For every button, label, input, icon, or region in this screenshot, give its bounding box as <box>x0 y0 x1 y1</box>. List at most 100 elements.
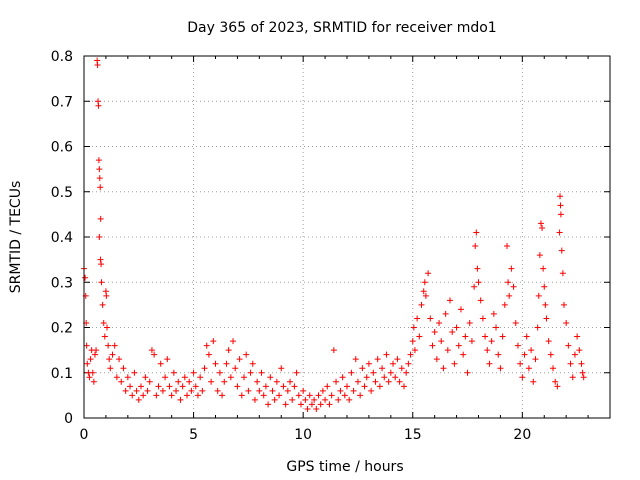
chart-title: Day 365 of 2023, SRMTID for receiver mdo… <box>187 20 496 36</box>
data-point <box>559 270 566 277</box>
data-point <box>363 374 370 381</box>
data-point <box>265 401 272 408</box>
data-point <box>394 356 401 363</box>
data-point <box>576 347 583 354</box>
data-point <box>444 347 451 354</box>
data-point <box>379 365 386 372</box>
data-point <box>374 356 381 363</box>
data-point <box>287 378 294 385</box>
data-point <box>144 387 151 394</box>
data-point <box>560 301 567 308</box>
data-point <box>505 279 512 286</box>
data-point <box>238 392 245 399</box>
data-point <box>449 329 456 336</box>
data-point <box>184 392 191 399</box>
data-point <box>361 383 368 390</box>
data-point <box>94 62 101 69</box>
data-point <box>221 378 228 385</box>
data-point <box>422 292 429 299</box>
data-point <box>113 374 120 381</box>
data-point <box>247 369 254 376</box>
data-point <box>541 283 548 290</box>
data-point <box>284 387 291 394</box>
data-point <box>151 351 158 358</box>
data-point <box>98 261 105 268</box>
data-point <box>385 378 392 385</box>
data-point <box>493 324 500 331</box>
data-point <box>319 387 326 394</box>
data-point <box>523 333 530 340</box>
data-point <box>425 270 432 277</box>
y-tick-label: 0.1 <box>51 366 73 382</box>
data-point <box>120 365 127 372</box>
data-point <box>440 365 447 372</box>
data-point <box>438 338 445 345</box>
data-point <box>398 365 405 372</box>
data-point <box>96 175 103 182</box>
data-point <box>291 383 298 390</box>
data-point <box>473 229 480 236</box>
data-point <box>330 347 337 354</box>
data-point <box>181 374 188 381</box>
data-point <box>168 392 175 399</box>
data-point <box>335 396 342 403</box>
data-point <box>479 315 486 322</box>
data-point <box>302 396 309 403</box>
data-point <box>545 338 552 345</box>
data-point <box>499 333 506 340</box>
data-points <box>81 57 587 412</box>
x-axis-label: GPS time / hours <box>286 459 403 475</box>
y-tick-label: 0.8 <box>51 49 73 65</box>
data-point <box>192 383 199 390</box>
data-point <box>512 319 519 326</box>
x-tick-label: 20 <box>513 427 531 443</box>
data-point <box>392 374 399 381</box>
data-point <box>127 383 134 390</box>
data-point <box>457 306 464 313</box>
data-point <box>164 356 171 363</box>
data-point <box>542 301 549 308</box>
data-point <box>124 374 131 381</box>
x-tick-labels: 0 5 10 15 20 <box>80 427 532 443</box>
data-point <box>403 369 410 376</box>
data-point <box>571 351 578 358</box>
data-point <box>462 333 469 340</box>
data-point <box>236 356 243 363</box>
data-point <box>223 360 230 367</box>
data-point <box>146 378 153 385</box>
data-point <box>409 338 416 345</box>
data-point <box>256 387 263 394</box>
data-point <box>569 374 576 381</box>
data-point <box>97 256 104 263</box>
data-point <box>87 356 94 363</box>
data-point <box>537 220 544 227</box>
data-point <box>535 292 542 299</box>
plot-frame <box>83 55 611 419</box>
data-point <box>90 378 97 385</box>
data-point <box>341 392 348 399</box>
data-point <box>565 342 572 349</box>
data-point <box>278 365 285 372</box>
data-point <box>447 297 454 304</box>
data-point <box>455 342 462 349</box>
data-point <box>282 401 289 408</box>
data-point <box>142 374 149 381</box>
data-point <box>315 392 322 399</box>
data-point <box>194 392 201 399</box>
data-point <box>258 369 265 376</box>
data-point <box>96 166 103 173</box>
data-point <box>421 279 428 286</box>
data-point <box>175 378 182 385</box>
data-point <box>111 342 118 349</box>
y-tick-label: 0 <box>64 411 73 427</box>
data-point <box>550 365 557 372</box>
data-point <box>579 369 586 376</box>
data-point <box>468 338 475 345</box>
data-point <box>129 392 136 399</box>
data-point <box>326 401 333 408</box>
data-point <box>543 315 550 322</box>
data-point <box>488 338 495 345</box>
data-point <box>300 387 307 394</box>
data-point <box>205 351 212 358</box>
data-point <box>212 360 219 367</box>
